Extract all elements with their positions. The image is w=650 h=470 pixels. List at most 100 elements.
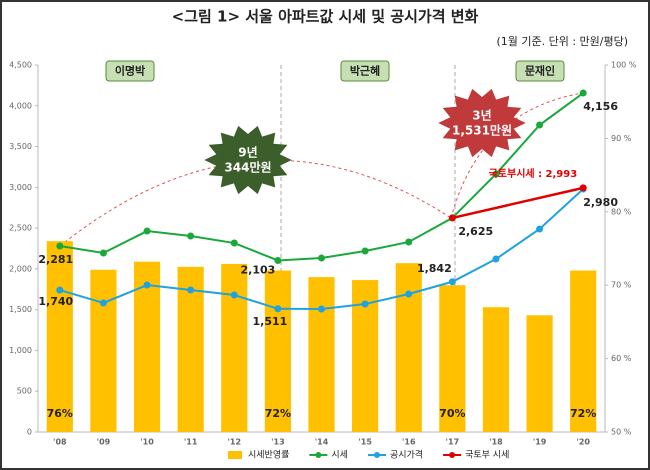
bar-label: 72% (570, 407, 596, 420)
y-tick-label: 4,500 (9, 61, 32, 70)
point (230, 291, 238, 299)
legend-swatch (373, 452, 380, 458)
era-label: 이명박 (115, 64, 145, 78)
point (274, 256, 282, 264)
point (56, 286, 64, 294)
point (492, 255, 500, 263)
chart-subtitle: (1월 기준. 단위 : 만원/평당) (496, 35, 628, 48)
data-label: 국토부시세 : 2,993 (489, 167, 578, 180)
point (230, 239, 238, 247)
era-box (105, 60, 155, 82)
era-label: 박근혜 (350, 64, 380, 78)
point (187, 232, 195, 240)
x-tick-label: '16 (402, 438, 416, 447)
point (99, 249, 107, 257)
burst (204, 125, 292, 195)
bar (177, 266, 204, 432)
point (361, 300, 369, 308)
point (99, 299, 107, 307)
point (536, 225, 544, 233)
data-label: 1,511 (252, 315, 287, 328)
point (405, 238, 413, 246)
y2-tick-label: 100 % (611, 61, 637, 70)
bar-label: 72% (265, 407, 291, 420)
x-tick-label: '12 (227, 438, 241, 447)
bar (133, 261, 161, 432)
bar-label: 70% (439, 407, 465, 420)
data-label: 1,842 (417, 262, 452, 275)
bar (90, 269, 117, 432)
bar (439, 285, 466, 432)
y2-tick-label: 80 % (611, 207, 632, 216)
era-box (515, 60, 565, 82)
point (143, 281, 151, 289)
x-tick-label: '14 (315, 438, 329, 447)
point (579, 184, 587, 192)
y2-tick-label: 60 % (611, 354, 632, 363)
era-label: 문재인 (525, 64, 555, 78)
y2-tick-label: 90 % (611, 134, 632, 143)
line (452, 186, 584, 220)
y-tick-label: 4,000 (9, 101, 32, 110)
x-tick-label: '13 (271, 438, 285, 447)
x-tick-label: '09 (97, 438, 111, 447)
y-tick-label: 1,500 (9, 305, 32, 314)
y-tick-label: 500 (17, 387, 32, 396)
point (318, 254, 325, 262)
data-label: 4,156 (583, 100, 618, 113)
legend-label: 시세반영률 (248, 450, 289, 461)
point (405, 290, 413, 298)
point (56, 242, 64, 250)
point (448, 278, 456, 286)
x-tick-label: '10 (140, 438, 154, 447)
burst-label: 9년 (238, 146, 257, 160)
legend-swatch (449, 452, 456, 458)
y-tick-label: 3,000 (9, 183, 32, 192)
y-tick-label: 3,500 (9, 142, 32, 151)
point (536, 121, 544, 129)
point (187, 286, 195, 294)
y-tick-label: 1,000 (9, 346, 32, 355)
bar (395, 263, 422, 432)
x-tick-label: '11 (184, 438, 198, 447)
bar (526, 315, 553, 432)
chart-title: <그림 1> 서울 아파트값 시세 및 공시가격 변화 (172, 8, 479, 26)
x-tick-label: '17 (446, 438, 460, 447)
bar-label: 76% (47, 407, 73, 420)
y-tick-label: 2,000 (9, 264, 32, 273)
era-box (340, 60, 390, 82)
legend-label: 공시가격 (390, 449, 423, 461)
x-tick-label: '18 (489, 438, 503, 447)
bar (221, 263, 248, 432)
x-tick-label: '20 (576, 438, 590, 447)
y-tick-label: 2,500 (9, 224, 32, 233)
bar (570, 270, 597, 432)
y2-tick-label: 50 % (611, 428, 632, 437)
x-tick-label: '08 (53, 438, 67, 447)
point (579, 89, 587, 97)
legend-label: 국토부 시세 (465, 450, 509, 461)
burst-label: 344만원 (224, 160, 271, 175)
point (143, 227, 151, 235)
data-label: 2,281 (38, 253, 73, 266)
point (361, 247, 369, 255)
data-label: 2,625 (458, 225, 493, 238)
data-label: 1,740 (38, 295, 73, 308)
bar (308, 277, 335, 432)
y-tick-label: 0 (27, 428, 32, 437)
x-tick-label: '15 (358, 438, 372, 447)
legend-swatch (228, 451, 242, 459)
legend-label: 시세 (331, 450, 348, 461)
bar (46, 241, 73, 432)
bar (482, 307, 510, 432)
x-tick-label: '19 (533, 438, 547, 447)
data-label: 2,980 (583, 196, 618, 209)
y2-tick-label: 70 % (611, 281, 632, 290)
burst-label: 1,531만원 (452, 123, 512, 138)
point (274, 305, 282, 313)
legend-swatch (315, 452, 322, 458)
point (492, 170, 500, 178)
bar (264, 270, 291, 432)
point (448, 214, 456, 222)
